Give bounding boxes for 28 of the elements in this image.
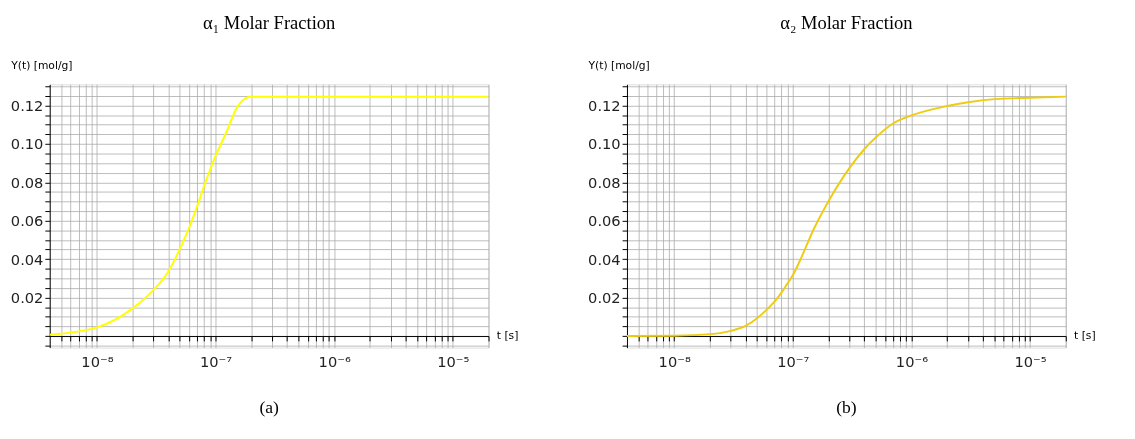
- y-tick-label: 0.08: [588, 173, 621, 191]
- x-tick-label: 10⁻⁷: [199, 352, 233, 370]
- y-tick-label: 0.12: [10, 96, 44, 114]
- x-tick-label: 10⁻⁸: [658, 352, 691, 370]
- y-tick-label: 0.12: [588, 96, 621, 114]
- x-tick-label: 10⁻⁵: [437, 352, 470, 370]
- y-axis-title: Y(t) [mol/g]: [587, 59, 650, 73]
- x-axis-title: t [s]: [1074, 329, 1096, 343]
- y-tick-label: 0.10: [588, 135, 621, 153]
- x-tick-label: 10⁻⁶: [318, 352, 351, 370]
- y-tick-label: 0.04: [588, 250, 621, 268]
- y-tick-label: 0.04: [10, 250, 44, 268]
- chart-title: α₂ Molar Fraction: [780, 11, 913, 33]
- text: (a): [259, 396, 280, 417]
- x-axis-title: t [s]: [496, 329, 519, 343]
- x-tick-label: 10⁻⁵: [1014, 352, 1047, 370]
- y-tick-label: 0.02: [10, 288, 44, 306]
- y-axis-title: Y(t) [mol/g]: [10, 59, 73, 73]
- y-tick-label: 0.02: [588, 288, 621, 306]
- text: (b): [836, 396, 857, 417]
- x-tick-label: 10⁻⁷: [777, 352, 810, 370]
- chart-title: α₁ Molar Fraction: [202, 11, 336, 33]
- y-tick-label: 0.08: [10, 173, 44, 191]
- y-tick-label: 0.06: [588, 212, 621, 230]
- x-tick-label: 10⁻⁶: [895, 352, 929, 370]
- x-tick-label: 10⁻⁸: [81, 352, 114, 370]
- y-tick-label: 0.06: [10, 212, 44, 230]
- y-tick-label: 0.10: [10, 135, 44, 153]
